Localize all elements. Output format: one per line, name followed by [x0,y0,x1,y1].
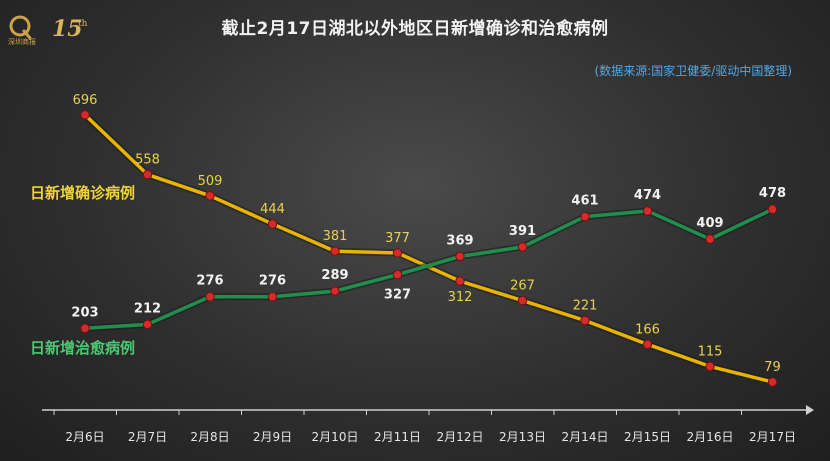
data-label: 203 [71,305,98,320]
x-tick-label: 2月10日 [312,430,359,444]
data-label: 327 [384,288,411,303]
data-point [455,251,465,262]
data-point [142,319,153,330]
data-label: 276 [196,274,223,289]
data-label: 267 [510,279,535,294]
x-tick-label: 2月15日 [624,430,671,444]
data-point [205,291,215,302]
confirmed-line [83,113,773,384]
data-point [642,339,653,350]
data-point [580,211,590,222]
x-tick-label: 2月11日 [374,430,421,444]
data-point [330,246,340,256]
x-tick-label: 2月16日 [687,430,734,444]
data-label: 312 [448,290,473,305]
data-point [330,286,340,296]
data-point [392,269,403,280]
data-label: 79 [764,360,781,375]
x-tick-label: 2月9日 [253,430,292,444]
data-label: 221 [573,299,598,314]
data-label: 166 [635,322,660,337]
brand-logo: 15 th 深圳商报 [6,8,116,48]
data-label: 377 [385,231,410,246]
brand-small-text: 深圳商报 [8,37,36,46]
data-label: 289 [321,268,348,283]
x-axis-arrow [806,405,814,415]
data-label: 558 [135,153,160,168]
legend-confirmed: 日新增确诊病例 [30,184,135,202]
legend-recovered: 日新增治愈病例 [30,339,135,357]
data-point [455,276,465,286]
x-tick-label: 2月12日 [437,430,484,444]
data-label: 444 [260,202,285,217]
data-point [705,361,715,372]
data-label: 509 [198,174,223,189]
data-point [205,191,215,201]
x-tick-label: 2月14日 [562,430,609,444]
x-tick-label: 2月8日 [190,430,229,444]
series-shadow [82,112,774,386]
data-point [392,248,403,258]
recovered-line [84,207,774,331]
anniversary-number: 15 [52,16,83,42]
x-tick-label: 2月6日 [65,430,104,444]
anniversary-suffix: th [78,19,88,29]
data-point [267,219,278,229]
data-label: 409 [696,216,723,231]
data-label: 276 [259,274,286,289]
data-label: 461 [571,194,598,209]
data-label: 212 [134,301,161,316]
series-shadow [84,206,775,332]
data-label: 381 [323,229,348,244]
data-point [517,295,528,306]
chart-title: 截止2月17日湖北以外地区日新增确诊和治愈病例 [221,19,609,39]
data-point [80,110,90,120]
data-point [267,291,278,302]
data-point [767,204,778,214]
data-point [642,206,653,216]
data-source: (数据来源:国家卫健委/驱动中国整理) [594,64,792,78]
data-label: 369 [446,233,473,248]
data-label: 474 [634,188,661,203]
data-label: 696 [73,93,98,108]
data-point [80,323,90,334]
data-point [580,315,590,326]
data-label: 478 [759,186,786,201]
data-label: 391 [509,224,536,239]
data-point [517,242,528,252]
x-tick-label: 2月13日 [499,430,546,444]
data-point [142,169,153,180]
x-tick-label: 2月17日 [749,430,796,444]
data-point [767,377,778,387]
data-label: 115 [698,344,723,359]
x-tick-label: 2月7日 [128,430,167,444]
data-point [705,234,715,244]
